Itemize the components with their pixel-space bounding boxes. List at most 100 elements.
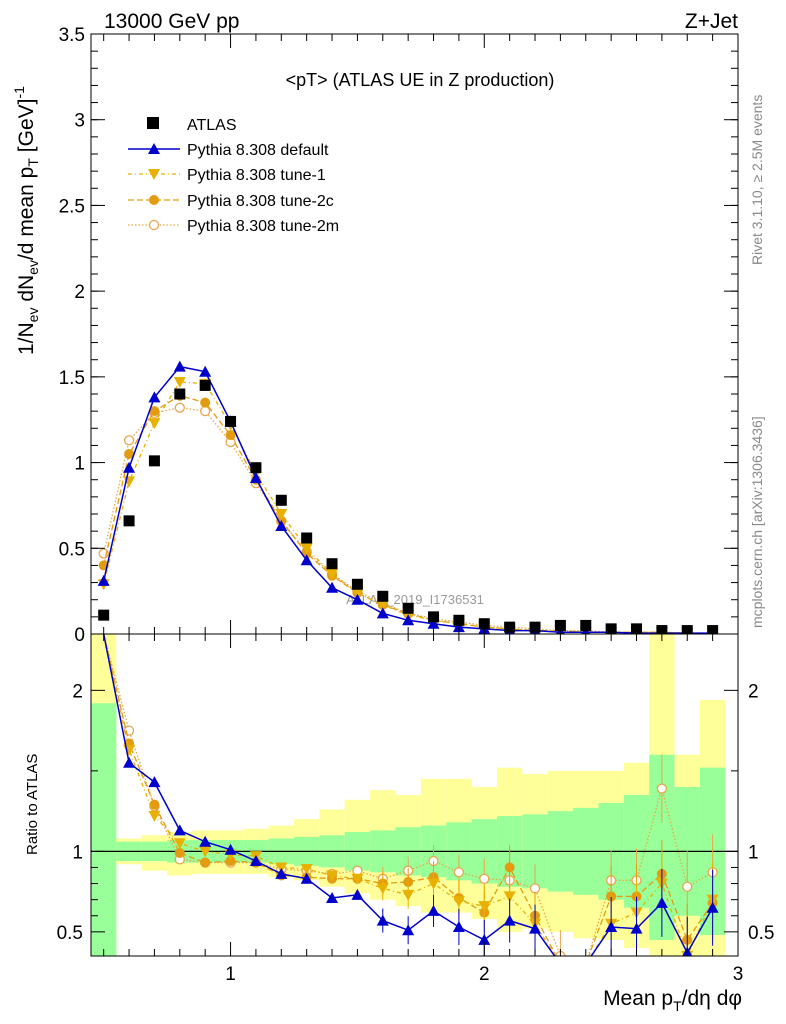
source-label: mcplots.cern.ch [arXiv:1306.3436] [749,416,765,628]
ratio-point-pythia-8-308-tune-1 [351,873,364,885]
main-point-pythia-8-308-tune-1 [376,599,389,611]
main-point-pythia-8-308-default [148,391,161,403]
ratio-point-pythia-8-308-tune-2c [174,847,185,858]
ratio-point-pythia-8-308-default [249,855,262,867]
ratio-point-pythia-8-308-tune-1 [402,889,415,901]
ratio-point-pythia-8-308-default [148,776,161,788]
main-point-atlas [453,614,465,626]
main-point-pythia-8-308-tune-1 [351,587,364,599]
legend-label-default: Pythia 8.308 default [187,142,329,159]
main-point-atlas [275,494,287,506]
main-ytick-label: 1 [74,454,85,475]
ratio-point-pythia-8-308-tune-2m [453,867,465,878]
legend-label-tune2c: Pythia 8.308 tune-2c [187,193,334,210]
ratio-point-pythia-8-308-default [452,921,465,933]
ratio-panel-data [91,634,738,956]
main-point-pythia-8-308-default [97,574,110,586]
ratio-point-pythia-8-308-default [351,888,364,900]
ratio-point-pythia-8-308-tune-2c [504,862,515,873]
main-y-axis-title: 1/Nev dNev/d mean pT [GeV]-1 [11,86,41,355]
svg-text:Ratio to ATLAS: Ratio to ATLAS [24,754,41,855]
ratio-point-pythia-8-308-tune-2c [200,857,211,868]
ratio-point-pythia-8-308-tune-1 [503,891,516,903]
main-point-pythia-8-308-tune-2m [174,402,185,413]
legend-marker-atlas [147,117,159,129]
main-point-pythia-8-308-tune-2c [149,406,160,417]
svg-text:1/Nev dNev/d mean pT [GeV]-1: 1/Nev dNev/d mean pT [GeV]-1 [11,86,41,355]
main-point-pythia-8-308-default [402,614,415,626]
ratio-ytick-label-right: 1 [748,842,759,863]
main-point-pythia-8-308-default [123,461,136,473]
xtick-label: 1 [225,964,236,985]
main-ytick-label: 0.5 [59,539,85,560]
ratio-point-pythia-8-308-tune-2m [656,783,668,794]
main-point-pythia-8-308-tune-2m [123,435,135,446]
main-point-atlas [377,590,389,602]
main-ytick-label: 0 [74,625,85,646]
ratio-y-axis-title: Ratio to ATLAS [24,754,41,855]
axis-ticks: 0 0.5 1 1.5 2 2.5 3 3.5 0.5 0.5 1 1 2 2 1 2 3 [57,25,775,985]
ratio-point-pythia-8-308-default [402,924,415,936]
main-point-pythia-8-308-default [300,554,313,566]
process-label: Z+Jet [685,10,738,33]
main-point-pythia-8-308-default [427,617,440,629]
ratio-point-pythia-8-308-tune-1 [326,870,339,882]
ratio-point-pythia-8-308-default [376,914,389,926]
legend-label-atlas: ATLAS [187,117,237,134]
ratio-point-pythia-8-308-tune-1 [173,838,186,850]
main-point-atlas [148,455,160,467]
ratio-point-pythia-8-308-default [478,933,491,945]
main-point-pythia-8-308-tune-1 [173,377,186,388]
ratio-ytick-label-right: 2 [748,681,759,702]
ratio-band-inner [91,703,117,956]
ratio-ytick-label: 2 [72,681,83,702]
energy-label: 13000 GeV pp [104,10,239,33]
main-point-pythia-8-308-default [351,593,364,605]
ratio-point-pythia-8-308-default [123,756,136,768]
plot-title: <pT> (ATLAS UE in Z production) [286,70,555,90]
ratio-point-pythia-8-308-tune-1 [478,901,491,913]
main-point-atlas [402,602,414,614]
ratio-frame [90,633,739,957]
axes-frames [90,33,739,957]
ratio-point-pythia-8-308-tune-1 [300,864,313,876]
legend-marker-tune1 [148,169,160,180]
main-ytick-label: 3.5 [59,25,85,46]
main-point-atlas [174,388,186,400]
ratio-point-pythia-8-308-default [706,901,719,913]
ratio-point-pythia-8-308-default [529,922,542,934]
rivet-version-label: Rivet 3.1.10, ≥ 2.5M events [749,95,765,265]
main-point-atlas [225,415,237,427]
main-point-pythia-8-308-tune-2c [225,430,236,441]
main-point-atlas [580,619,592,631]
ratio-point-pythia-8-308-tune-1 [148,810,161,822]
main-point-pythia-8-308-tune-2m [200,405,211,417]
xtick-label: 3 [733,964,744,985]
main-point-atlas [123,515,135,527]
ratio-point-pythia-8-308-default [427,904,440,916]
ratio-point-pythia-8-308-default [173,824,186,836]
main-point-pythia-8-308-default [249,472,262,483]
main-point-atlas [351,578,363,590]
svg-text:Mean pT/dη dφ: Mean pT/dη dφ [603,987,742,1014]
ratio-point-pythia-8-308-default [224,843,237,855]
main-point-pythia-8-308-tune-1 [300,543,313,555]
main-point-atlas [301,532,313,544]
main-point-pythia-8-308-tune-1 [326,569,339,580]
legend-label-tune2m: Pythia 8.308 tune-2m [187,218,339,235]
main-ytick-label: 3 [74,111,85,132]
ratio-ytick-label: 0.5 [57,923,83,944]
legend-marker-tune2m [148,219,160,231]
main-point-pythia-8-308-tune-1 [148,418,161,430]
ratio-point-pythia-8-308-tune-2c [225,856,236,867]
main-point-atlas [428,611,440,623]
ratio-point-pythia-8-308-tune-2m [529,883,541,894]
legend: ATLAS Pythia 8.308 default Pythia 8.308 … [128,117,339,235]
ratio-point-pythia-8-308-default [199,835,212,847]
main-point-atlas [326,558,338,570]
ratio-point-pythia-8-308-default [300,872,313,884]
ratio-point-pythia-8-308-default [275,867,288,879]
legend-marker-tune2c [149,195,159,205]
main-point-pythia-8-308-tune-1 [275,509,288,520]
